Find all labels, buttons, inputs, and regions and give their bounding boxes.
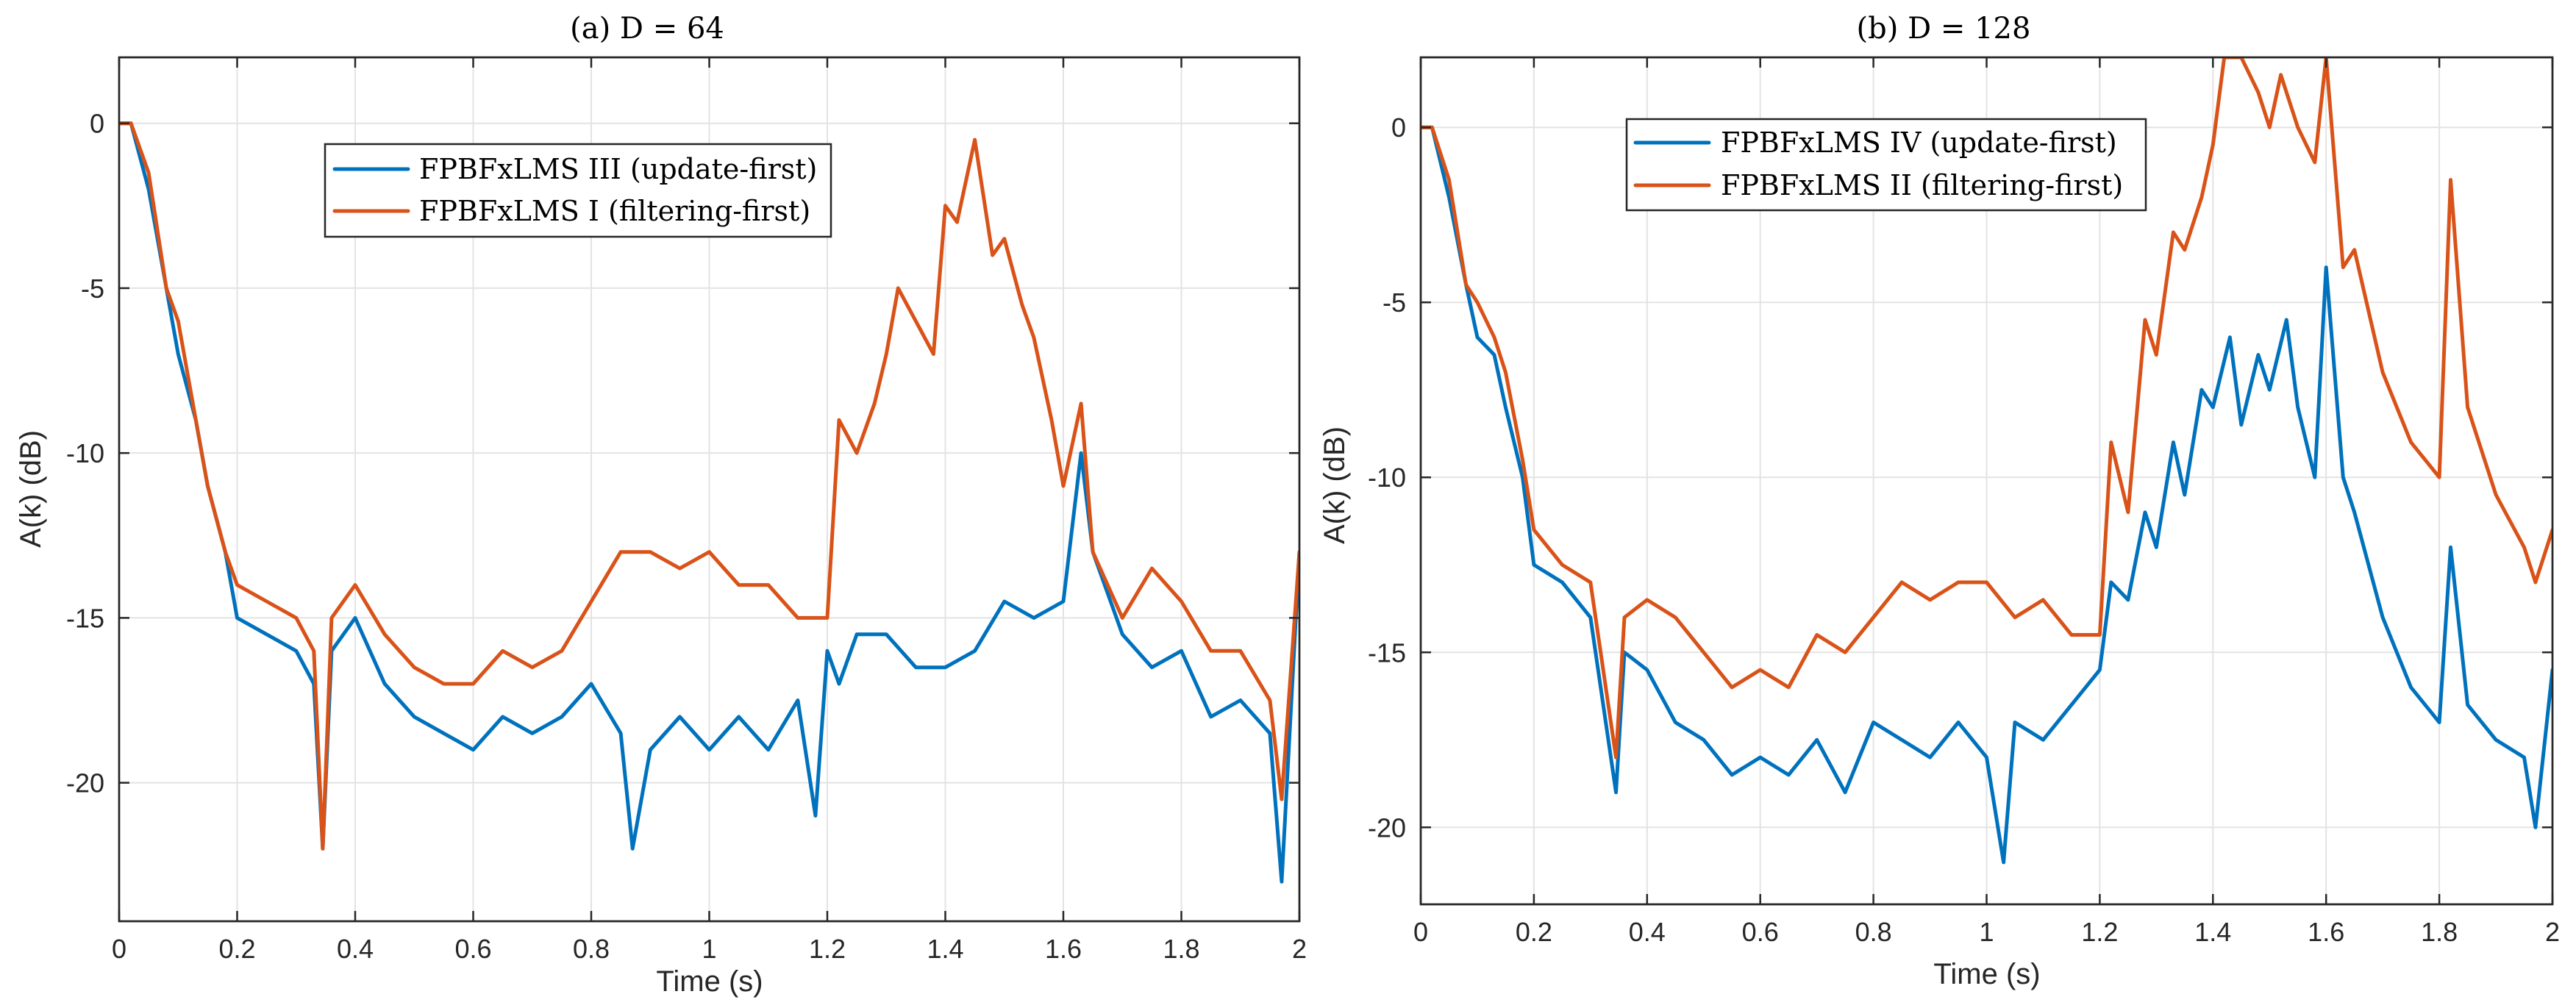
x-tick-label: 1 (702, 934, 716, 964)
x-tick-label: 0 (1413, 917, 1428, 947)
y-gridlines (119, 122, 1299, 784)
x-tick-label: 1.2 (809, 934, 846, 964)
x-tick-label: 0.8 (1855, 917, 1892, 947)
y-tick-label: -15 (1368, 637, 1406, 668)
legend-entry-1: FPBFxLMS II (filtering-first) (1721, 169, 2123, 201)
x-tick-label: 1.4 (927, 934, 963, 964)
x-tick-label: 1.8 (2421, 917, 2458, 947)
x-tick-label: 0.6 (454, 934, 491, 964)
x-tick-label: 0.2 (218, 934, 255, 964)
y-tick-label: 0 (1391, 112, 1406, 143)
series-line-0 (1421, 125, 2552, 865)
x-tick-label: 0.8 (573, 934, 610, 964)
y-axis-label: A(k) (dB) (1319, 426, 1351, 544)
series-group (119, 121, 1299, 884)
y-tick-label: 0 (90, 109, 104, 139)
x-tick-label: 1.4 (2194, 917, 2231, 947)
y-tick-labels: 0 -5 -10 -15 -20 (66, 109, 1299, 798)
y-tick-label: -5 (81, 274, 104, 304)
series-group (1421, 57, 2552, 865)
legend-entry-0: FPBFxLMS III (update-first) (419, 153, 817, 185)
y-tick-labels: 0 -5 -10 -15 -20 (1368, 112, 2552, 843)
x-tick-label: 0 (112, 934, 126, 964)
y-tick-label: -15 (66, 603, 104, 633)
x-tick-label: 0.4 (1629, 917, 1666, 947)
legend[interactable]: FPBFxLMS III (update-first) FPBFxLMS I (… (324, 143, 832, 238)
legend-entry-0: FPBFxLMS IV (update-first) (1721, 126, 2117, 159)
chart-title: (a) D = 64 (570, 12, 724, 46)
x-tick-labels: 0 0.2 0.4 0.6 0.8 1 1.2 1.4 1.6 1.8 2 (112, 57, 1307, 964)
x-tick-label: 2 (1292, 934, 1307, 964)
y-tick-label: -20 (66, 768, 104, 798)
x-tick-label: 0.2 (1516, 917, 1552, 947)
y-tick-label: -5 (1382, 287, 1406, 318)
series-line-0 (119, 121, 1299, 884)
y-tick-label: -20 (1368, 812, 1406, 843)
x-tick-label: 0.6 (1742, 917, 1779, 947)
series-line-1 (1421, 57, 2552, 759)
x-axis-label: Time (s) (1933, 958, 2040, 990)
x-tick-label: 1.2 (2081, 917, 2118, 947)
series-line-1 (119, 121, 1299, 851)
x-tick-label: 0.4 (337, 934, 374, 964)
legend-box (324, 143, 832, 238)
legend[interactable]: FPBFxLMS IV (update-first) FPBFxLMS II (… (1625, 118, 2147, 212)
y-axis-label: A(k) (dB) (15, 430, 47, 548)
x-axis-label: Time (s) (656, 965, 763, 998)
y-tick-label: -10 (66, 438, 104, 468)
chart-title: (b) D = 128 (1857, 12, 2031, 46)
y-tick-label: -10 (1368, 462, 1406, 493)
x-tick-labels: 0 0.2 0.4 0.6 0.8 1 1.2 1.4 1.6 1.8 2 (1413, 57, 2560, 947)
x-tick-label: 2 (2545, 917, 2560, 947)
x-tick-label: 1 (1979, 917, 1994, 947)
x-tick-label: 1.6 (2308, 917, 2344, 947)
x-tick-label: 1.6 (1045, 934, 1082, 964)
legend-entry-1: FPBFxLMS I (filtering-first) (419, 195, 810, 227)
chart-panel-b: (b) D = 128 0 0.2 0.4 0.6 0.8 1 1.2 1.4 1.6 1.8 2 … (1319, 12, 2560, 990)
chart-panel-a: (a) D = 64 0 0.2 0.4 0.6 0.8 1 1.2 1.4 1.6 1.8 2 0… (15, 12, 1307, 998)
x-tick-label: 1.8 (1163, 934, 1199, 964)
legend-box (1625, 118, 2147, 212)
